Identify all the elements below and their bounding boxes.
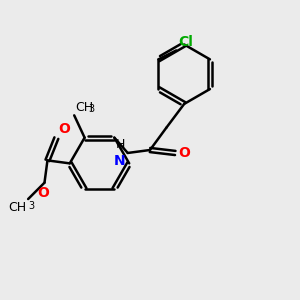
Text: N: N <box>114 154 125 168</box>
Text: O: O <box>178 146 190 160</box>
Text: 3: 3 <box>88 104 94 114</box>
Text: 3: 3 <box>28 201 34 212</box>
Text: CH: CH <box>76 101 94 114</box>
Text: O: O <box>58 122 70 136</box>
Text: CH: CH <box>8 201 27 214</box>
Text: Cl: Cl <box>178 35 193 49</box>
Text: H: H <box>116 138 125 151</box>
Text: O: O <box>37 186 49 200</box>
